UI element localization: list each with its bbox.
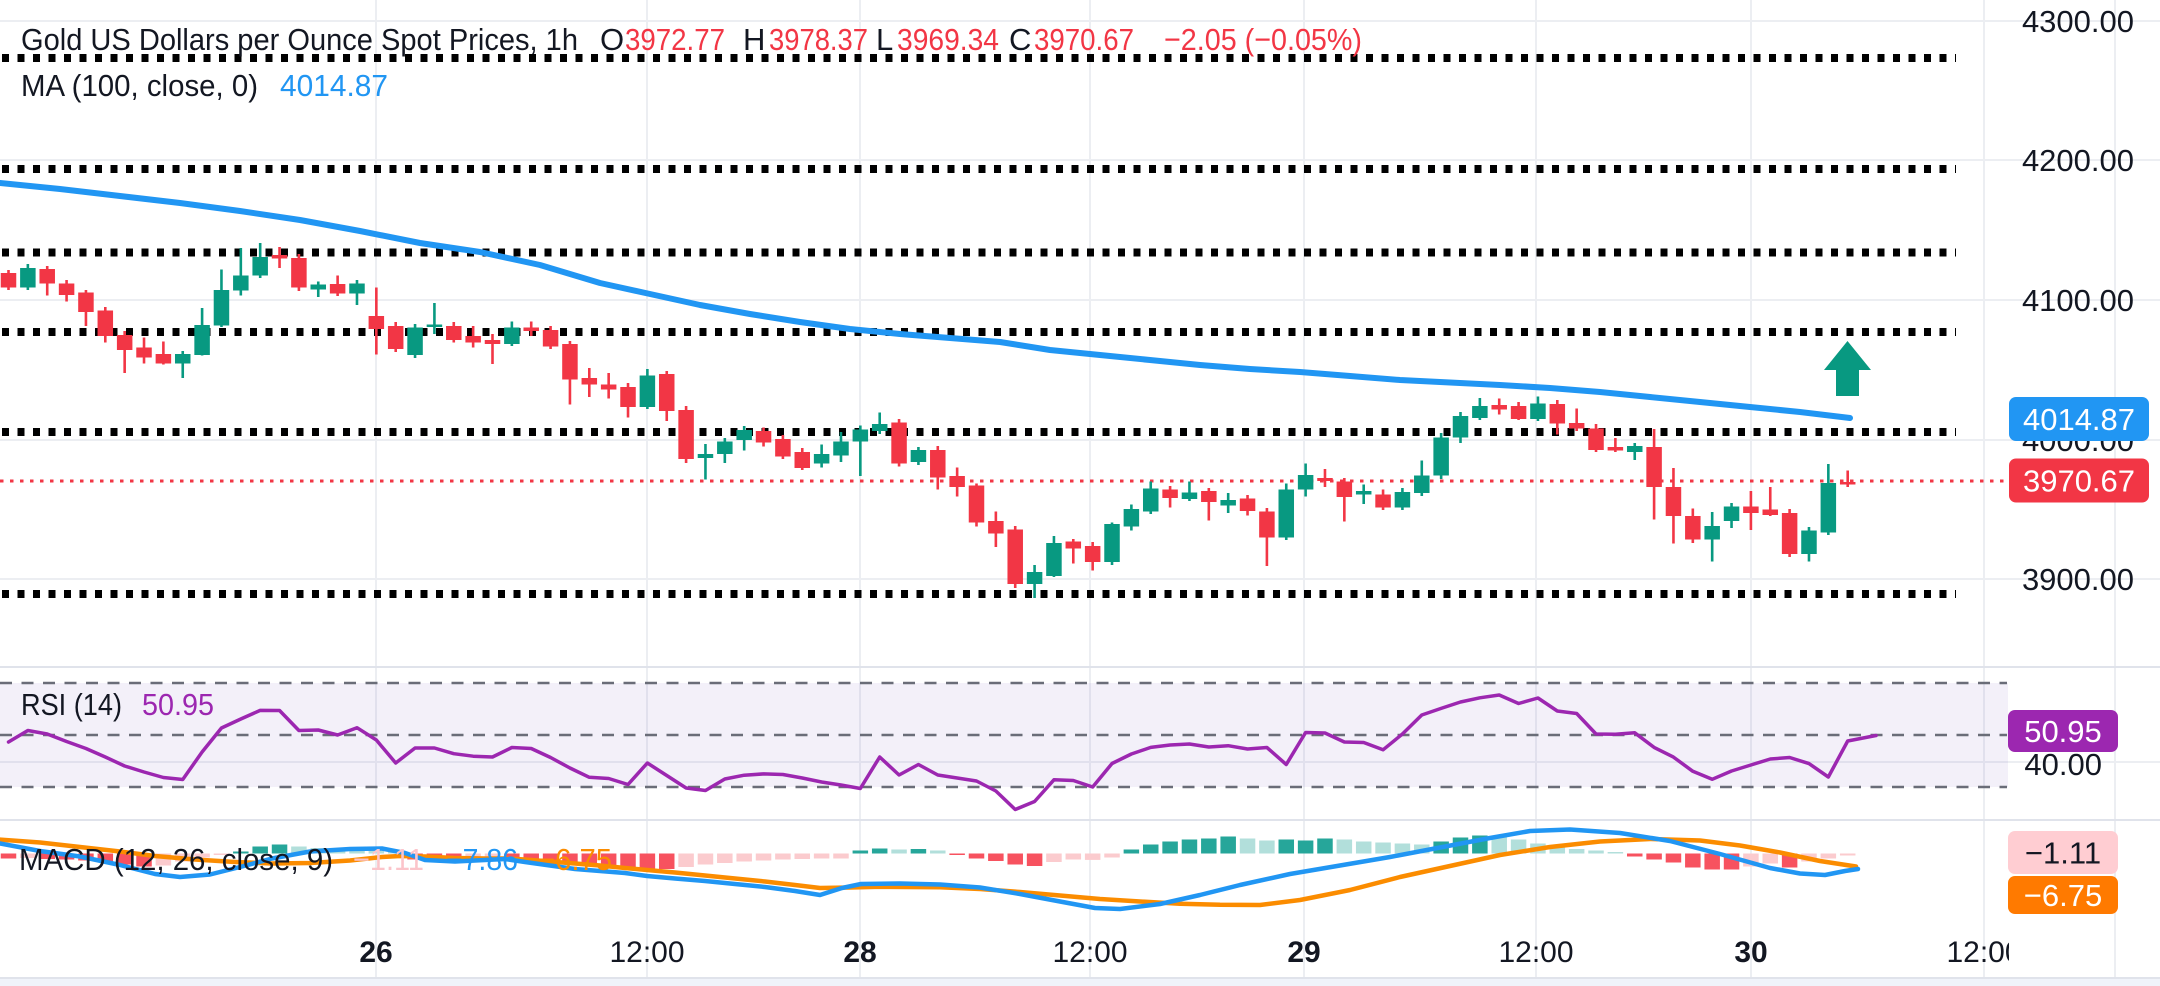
svg-text:4300.00: 4300.00: [2022, 4, 2134, 39]
svg-text:MA (100, close, 0): MA (100, close, 0): [21, 68, 258, 103]
svg-text:3978.37: 3978.37: [769, 22, 868, 57]
svg-text:3970.67: 3970.67: [2023, 464, 2135, 499]
svg-text:50.95: 50.95: [142, 687, 214, 722]
svg-text:12:00: 12:00: [1498, 936, 1573, 969]
svg-text:−7.86: −7.86: [446, 842, 518, 877]
svg-text:28: 28: [843, 936, 876, 969]
svg-text:−2.05 (−0.05%): −2.05 (−0.05%): [1164, 22, 1362, 57]
svg-text:−1.11: −1.11: [353, 842, 424, 877]
svg-text:3970.67: 3970.67: [1034, 22, 1134, 57]
svg-text:H: H: [743, 22, 765, 57]
svg-text:3972.77: 3972.77: [625, 22, 725, 57]
svg-text:26: 26: [359, 936, 392, 969]
svg-text:C: C: [1009, 22, 1031, 57]
svg-text:12:00: 12:00: [1946, 936, 2021, 969]
svg-text:RSI (14): RSI (14): [21, 687, 122, 722]
svg-text:29: 29: [1287, 936, 1320, 969]
svg-text:Gold US Dollars per Ounce Spot: Gold US Dollars per Ounce Spot Prices, 1…: [21, 22, 578, 57]
svg-text:−6.75: −6.75: [538, 842, 612, 877]
svg-text:4014.87: 4014.87: [2023, 402, 2135, 437]
svg-text:12:00: 12:00: [1052, 936, 1127, 969]
svg-text:4014.87: 4014.87: [280, 68, 388, 103]
svg-text:3900.00: 3900.00: [2022, 562, 2134, 597]
svg-text:MACD (12, 26, close, 9): MACD (12, 26, close, 9): [19, 842, 333, 877]
svg-text:40.00: 40.00: [2024, 747, 2102, 782]
svg-text:−1.11: −1.11: [2025, 836, 2101, 871]
svg-text:L: L: [876, 22, 893, 57]
svg-text:O: O: [600, 22, 624, 57]
svg-text:4100.00: 4100.00: [2022, 283, 2134, 318]
svg-text:30: 30: [1734, 936, 1767, 969]
svg-text:4200.00: 4200.00: [2022, 143, 2134, 178]
svg-text:50.95: 50.95: [2024, 714, 2102, 749]
svg-text:3969.34: 3969.34: [897, 22, 999, 57]
svg-text:12:00: 12:00: [609, 936, 684, 969]
svg-text:−6.75: −6.75: [2024, 878, 2102, 913]
